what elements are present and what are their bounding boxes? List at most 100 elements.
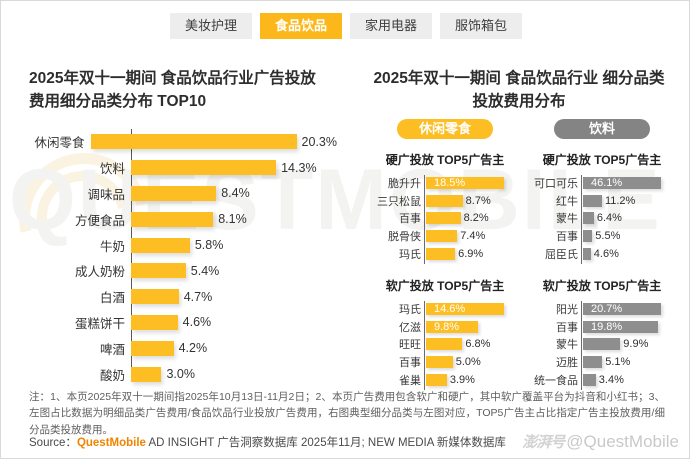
chart-axis-line: [131, 129, 132, 381]
advertiser-bar: [426, 176, 504, 189]
bar-row: 方便食品 8.1%: [27, 206, 337, 232]
advertiser-row: 迈胜 5.1%: [526, 353, 678, 371]
tab-0[interactable]: 美妆护理: [170, 13, 252, 39]
top-advertisers-panel: 休闲零食 硬广投放 TOP5广告主 脆升升 18.5% 三只松鼠 8.7% 百事 8.2% 脱骨…: [361, 119, 681, 390]
hard-ad-header: 硬广投放 TOP5广告主: [385, 153, 505, 167]
tab-1[interactable]: 食品饮品: [260, 13, 342, 39]
bar-row: 休闲零食 20.3%: [27, 129, 337, 155]
advertiser-bar: [583, 230, 593, 243]
bar-track: 4.2%: [131, 340, 337, 356]
advertiser-row: 百事 8.2%: [369, 210, 521, 228]
bar-track: 4.7%: [131, 289, 337, 305]
footnote-text: 注：1、本页2025年双十一期间指2025年10月13日-11月2日；2、本页广…: [29, 391, 665, 436]
advertiser-value-label: 3.9%: [449, 374, 475, 387]
advertiser-bar-track: 7.4%: [426, 230, 521, 243]
advertiser-bar: [426, 248, 456, 261]
advertiser-bar-track: 3.4%: [583, 374, 678, 387]
advertiser-bar: [583, 338, 621, 351]
advertiser-row: 玛氏 14.6%: [369, 300, 521, 318]
right-chart-title: 2025年双十一期间 食品饮品行业 细分品类投放费用分布: [373, 70, 665, 111]
advertiser-bar-track: 14.6%: [426, 302, 521, 315]
advertiser-row: 屈臣氏 4.6%: [526, 245, 678, 263]
bar-value-label: 8.1%: [218, 212, 247, 227]
tab-3[interactable]: 服饰箱包: [440, 13, 522, 39]
advertiser-value-label: 4.6%: [593, 248, 619, 261]
advertiser-row: 百事 5.5%: [526, 227, 678, 245]
advertiser-row: 可口可乐 46.1%: [526, 174, 678, 192]
advertiser-bar: [583, 176, 661, 189]
advertiser-bar: [426, 374, 447, 387]
advertiser-row: 玛氏 6.9%: [369, 245, 521, 263]
advertiser-row: 雀巢 3.9%: [369, 371, 521, 389]
advertiser-bar-track: 46.1%: [583, 176, 678, 189]
mini-axis-line: [581, 300, 582, 390]
bar: [90, 134, 297, 150]
advertiser-name: 可口可乐: [534, 177, 578, 190]
category-tabbar[interactable]: 美妆护理 食品饮品 家用电器 服饰箱包: [1, 13, 689, 43]
advertiser-value-label: 5.1%: [605, 356, 631, 369]
advertiser-value-label: 6.8%: [465, 338, 491, 351]
bar-rows: 休闲零食 20.3% 饮料 14.3% 调味品 8.4% 方便食品 8.1% 牛奶 5.8% 成人奶…: [27, 129, 337, 387]
soft-ad-header: 软广投放 TOP5广告主: [385, 278, 505, 293]
bar: [131, 211, 214, 227]
tab-2[interactable]: 家用电器: [350, 13, 432, 39]
advertiser-value-label: 20.7%: [591, 302, 623, 315]
hard-ad-table: 可口可乐 46.1% 红牛 11.2% 蒙牛 6.4% 百事 5.5% 屈臣氏 4.6%: [526, 174, 678, 264]
advertiser-name: 百事: [556, 321, 578, 334]
advertiser-row: 百事 19.8%: [526, 318, 678, 336]
bar-category-label: 酸奶: [99, 368, 125, 383]
bar-category-label: 蛋糕饼干: [74, 316, 125, 331]
bar-category-label: 方便食品: [74, 213, 125, 228]
advertiser-name: 玛氏: [399, 249, 421, 262]
advertiser-name: 百事: [556, 231, 578, 244]
advertiser-row: 蒙牛 9.9%: [526, 336, 678, 354]
advertiser-bar: [426, 230, 458, 243]
advertiser-bar: [583, 248, 591, 261]
advertiser-row: 脱骨侠 7.4%: [369, 227, 521, 245]
advertiser-name: 阳光: [556, 303, 578, 316]
advertiser-row: 三只松鼠 8.7%: [369, 192, 521, 210]
bar-track: 8.4%: [131, 185, 337, 201]
advertiser-bar-track: 20.7%: [583, 302, 678, 315]
bar: [131, 340, 174, 356]
soft-ad-table: 阳光 20.7% 百事 19.8% 蒙牛 9.9% 迈胜 5.1% 统一食品 3.4%: [526, 300, 678, 390]
bar-value-label: 14.3%: [281, 160, 317, 175]
advertiser-row: 蒙牛 6.4%: [526, 210, 678, 228]
advertiser-value-label: 19.8%: [591, 320, 623, 333]
advertiser-name: 统一食品: [534, 375, 578, 388]
advertiser-bar-track: 6.4%: [583, 212, 678, 225]
bar-row: 白酒 4.7%: [27, 284, 337, 310]
advertiser-name: 蒙牛: [556, 213, 578, 226]
advertiser-bar: [583, 320, 658, 333]
advertiser-bar: [426, 356, 453, 369]
source-prefix: Source：: [29, 437, 77, 449]
advertiser-name: 脆升升: [388, 177, 421, 190]
category-pill: 休闲零食: [397, 119, 493, 139]
advertiser-name: 百事: [399, 213, 421, 226]
advertiser-bar-track: 6.9%: [426, 248, 521, 261]
mini-axis-line: [424, 300, 425, 390]
bar-value-label: 20.3%: [301, 134, 337, 149]
bar-category-label: 牛奶: [99, 239, 125, 254]
advertiser-bar-track: 5.1%: [583, 356, 678, 369]
category-pill: 饮料: [554, 119, 650, 139]
advertiser-bar-track: 18.5%: [426, 176, 521, 189]
advertiser-row: 脆升升 18.5%: [369, 174, 521, 192]
advertiser-bar: [426, 302, 504, 315]
advertiser-bar-track: 4.6%: [583, 248, 678, 261]
advertiser-bar: [583, 194, 602, 207]
advertiser-name: 红牛: [556, 195, 578, 208]
advertiser-bar-track: 11.2%: [583, 194, 678, 207]
hard-ad-header: 硬广投放 TOP5广告主: [542, 153, 662, 167]
bar: [131, 263, 186, 279]
advertiser-bar-track: 3.9%: [426, 374, 521, 387]
bar-track: 5.4%: [131, 263, 337, 279]
advertiser-name: 蒙牛: [556, 339, 578, 352]
bar-track: 20.3%: [90, 134, 337, 150]
advertiser-value-label: 46.1%: [591, 176, 623, 189]
mini-axis-line: [424, 175, 425, 264]
bar-row: 蛋糕饼干 4.6%: [27, 310, 337, 336]
advertiser-name: 脱骨侠: [388, 231, 421, 244]
bar: [131, 366, 162, 382]
